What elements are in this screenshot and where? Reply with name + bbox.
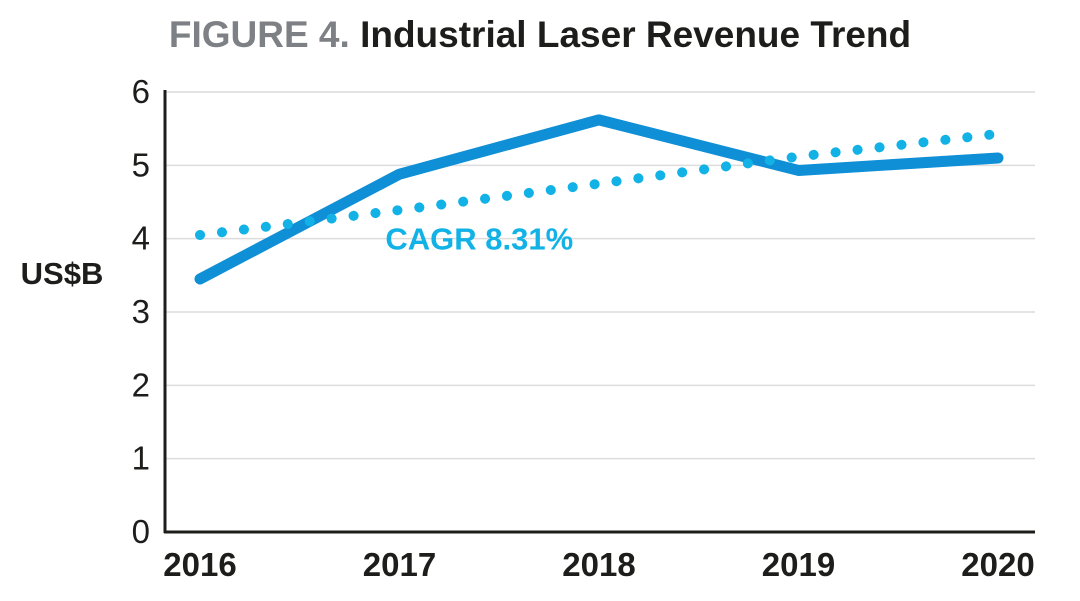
x-tick-label: 2018: [562, 546, 635, 583]
figure-number: FIGURE 4.: [168, 14, 350, 55]
revenue-line: [194, 114, 1004, 285]
x-tick-label: 2020: [961, 546, 1034, 583]
trend-line: [195, 128, 1003, 240]
chart-title-text: Industrial Laser Revenue Trend: [360, 14, 912, 55]
y-tick-label: 0: [132, 513, 150, 550]
y-tick-label: 3: [132, 293, 150, 330]
y-axis-label: US$B: [21, 256, 104, 291]
y-tick-label: 2: [132, 366, 150, 403]
y-tick-label: 5: [132, 146, 150, 183]
x-tick-label: 2017: [363, 546, 436, 583]
x-tick-label: 2016: [163, 546, 236, 583]
series-layer: [194, 114, 1004, 285]
x-tick-label: 2019: [762, 546, 835, 583]
grid-lines: [165, 91, 1035, 460]
labels: 0 1 2 3 4 5 6 2016 2017 2018 2019 2020 US$B CAGR 8.31…: [21, 73, 1035, 583]
y-tick-label: 1: [132, 440, 150, 477]
chart-title: FIGURE 4. Industrial Laser Revenue Trend: [0, 14, 1080, 56]
cagr-annotation: CAGR 8.31%: [385, 222, 573, 257]
axes: [163, 90, 1035, 534]
y-tick-label: 6: [132, 73, 150, 110]
y-tick-label: 4: [132, 220, 150, 257]
